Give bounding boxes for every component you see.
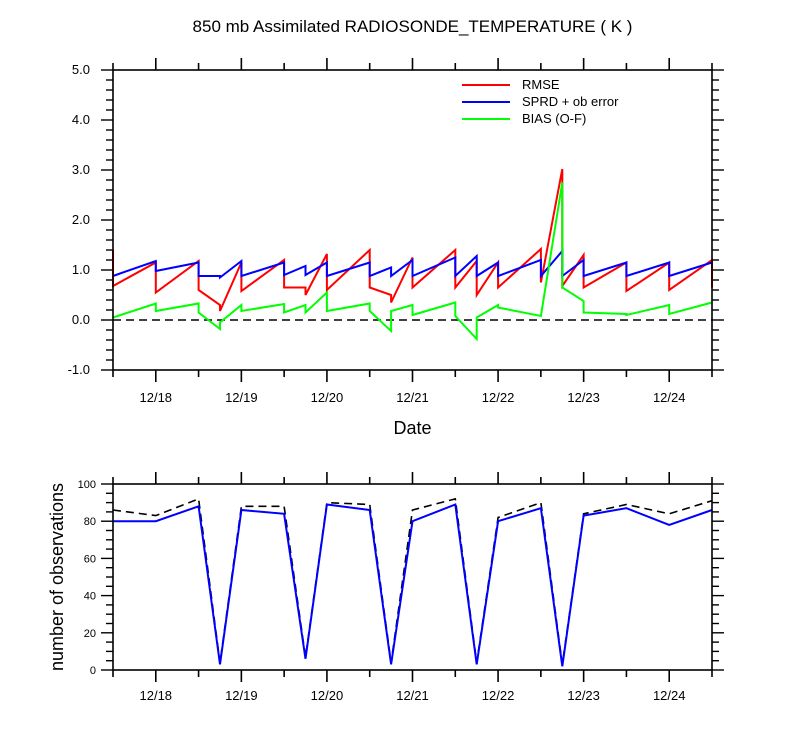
x-tick-label: 12/23 [567,390,600,405]
y-tick-label: 5.0 [72,62,90,77]
x-tick-label: 12/21 [396,688,429,703]
y-tick-label: 3.0 [72,162,90,177]
y-tick-label: 40 [84,591,96,603]
x-tick-label: 12/18 [140,390,173,405]
y-tick-label: 4.0 [72,112,90,127]
x-tick-label: 12/24 [653,390,686,405]
y-tick-label: 1.0 [72,262,90,277]
x-tick-label: 12/19 [225,390,258,405]
legend-label: SPRD + ob error [522,94,619,109]
y-tick-label: 80 [84,516,96,528]
x-tick-label: 12/19 [225,688,258,703]
x-tick-label: 12/22 [482,688,515,703]
x-tick-label: 12/20 [311,688,344,703]
y-tick-label: -1.0 [68,362,90,377]
x-tick-label: 12/24 [653,688,686,703]
y-tick-label: 0.0 [72,312,90,327]
x-tick-label: 12/18 [140,688,173,703]
y-axis-title: number of observations [47,483,67,671]
x-tick-label: 12/20 [311,390,344,405]
series-line-assimilated-observations [113,503,713,667]
series-line-rmse [112,168,713,312]
plot-frame [112,483,713,671]
y-tick-label: 60 [84,553,96,565]
y-tick-label: 20 [84,628,96,640]
chart-title: 850 mb Assimilated RADIOSONDE_TEMPERATUR… [193,17,633,36]
y-tick-label: 2.0 [72,212,90,227]
x-axis-title: Date [393,418,431,438]
x-tick-label: 12/23 [567,688,600,703]
legend-label: BIAS (O-F) [522,111,586,126]
series-line-sprd-ob-error [112,248,713,280]
y-tick-label: 0 [90,665,96,677]
x-tick-label: 12/22 [482,390,515,405]
legend-label: RMSE [522,77,560,92]
top-chart: 850 mb Assimilated RADIOSONDE_TEMPERATUR… [68,17,724,438]
series-line-bias-o-f [112,182,713,342]
plot-frame [112,69,713,371]
y-tick-label: 100 [78,479,96,491]
x-tick-label: 12/21 [396,390,429,405]
bottom-chart: 12/18 12/19 12/20 12/21 12/22 12/23 12/24 0 20 40… [47,472,724,703]
